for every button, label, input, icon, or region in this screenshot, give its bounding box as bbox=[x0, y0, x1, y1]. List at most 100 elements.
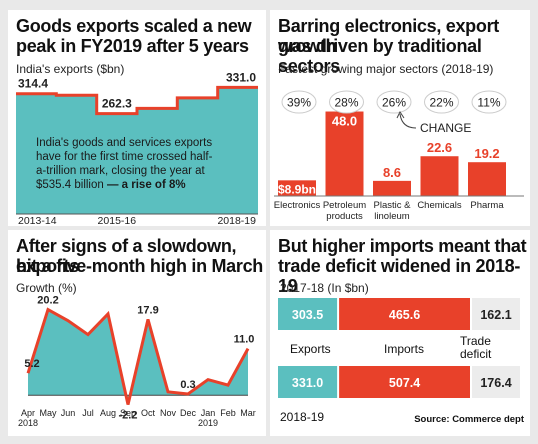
deficit-label-deficit: deficit bbox=[460, 347, 492, 361]
exports-tick-2015-16: 2015-16 bbox=[98, 215, 137, 226]
growth-tick-Aug: Aug bbox=[100, 408, 116, 418]
deficit-exports-bar-0 bbox=[278, 298, 338, 330]
sector-category-2-0: Plastic & bbox=[374, 200, 412, 211]
exports-subtitle: India's exports ($bn) bbox=[16, 62, 125, 76]
deficit-title-line1: But higher imports meant that bbox=[278, 236, 527, 256]
sector-change-1: 28% bbox=[334, 96, 358, 110]
sector-value-1: 48.0 bbox=[332, 114, 357, 129]
deficit-gap-bar-1 bbox=[472, 366, 520, 398]
exports-label-2018-19: 331.0 bbox=[226, 70, 256, 84]
growth-tick-Dec: Dec bbox=[180, 408, 197, 418]
deficit-label-imports: Imports bbox=[384, 342, 425, 356]
change-arrowhead bbox=[396, 111, 405, 119]
exports-label-2013-14: 314.4 bbox=[18, 77, 48, 91]
exports-tick-2018-19: 2018-19 bbox=[217, 215, 256, 226]
sector-category-1-0: Petroleum bbox=[323, 200, 366, 211]
sector-value-3: 22.6 bbox=[427, 140, 452, 155]
growth-tick-Nov: Nov bbox=[160, 408, 177, 418]
sectors-title-line1: Barring electronics, export growth bbox=[278, 16, 499, 56]
sector-bar-3 bbox=[420, 156, 459, 196]
growth-label-May: 20.2 bbox=[37, 295, 58, 307]
growth-tick-Jul: Jul bbox=[82, 408, 94, 418]
sector-change-bubble-2 bbox=[376, 90, 412, 114]
deficit-gap-value-1: 176.4 bbox=[480, 376, 511, 390]
sector-category-2-1: linoleum bbox=[374, 211, 409, 222]
change-label: CHANGE bbox=[420, 121, 471, 135]
growth-title-line1: After signs of a slowdown, exports bbox=[16, 236, 237, 276]
deficit-subtitle: 2017-18 (In $bn) bbox=[280, 281, 369, 295]
sector-category-4-0: Pharma bbox=[470, 200, 504, 211]
sector-bar-4 bbox=[468, 162, 506, 196]
deficit-label-exports: Exports bbox=[290, 342, 331, 356]
deficit-imports-bar-0 bbox=[339, 298, 470, 330]
sector-bar-2 bbox=[373, 180, 411, 196]
growth-label-Dec: 0.3 bbox=[180, 379, 195, 391]
growth-tick-May: May bbox=[39, 408, 57, 418]
exports-title-line1: Goods exports scaled a new bbox=[16, 16, 252, 36]
exports-annotation: India's goods and services exports have … bbox=[36, 136, 256, 192]
growth-tick-Oct: Oct bbox=[141, 408, 156, 418]
deficit-bottom-year: 2018-19 bbox=[280, 410, 325, 424]
sector-value-0: $8.9bn bbox=[278, 182, 316, 196]
annotation-rise: — a rise of 8% bbox=[103, 179, 186, 191]
deficit-exports-value-0: 303.5 bbox=[292, 308, 323, 322]
growth-label-Oct: 17.9 bbox=[137, 304, 158, 316]
sector-category-3-0: Chemicals bbox=[417, 200, 462, 211]
sectors-title-line2: was driven by traditional sectors bbox=[278, 36, 482, 76]
sector-category-0-0: Electronics bbox=[274, 200, 321, 211]
exports-title-line2: peak in FY2019 after 5 years bbox=[16, 36, 249, 56]
deficit-gap-value-0: 162.1 bbox=[480, 308, 511, 322]
deficit-chart: 303.5 465.6 162.1 331.0 507.4 176.4 bbox=[278, 298, 520, 398]
deficit-title-line2: trade deficit widened in 2018-19 bbox=[278, 256, 521, 296]
growth-year-Apr: 2018 bbox=[18, 418, 38, 428]
growth-year-Jan: 2019 bbox=[198, 418, 218, 428]
growth-tick-Mar: Mar bbox=[240, 408, 256, 418]
sector-change-bubble-0 bbox=[281, 90, 317, 114]
growth-label-Sep: -2.2 bbox=[119, 410, 138, 422]
sectors-chart: $8.9bn 39% Electronics 48.0 28% Petroleumprod… bbox=[274, 90, 524, 222]
deficit-gap-bar-0 bbox=[472, 298, 520, 330]
sector-category-1-1: products bbox=[326, 211, 363, 222]
growth-tick-Jan: Jan bbox=[201, 408, 216, 418]
exports-tick-2013-14: 2013-14 bbox=[18, 215, 57, 226]
sector-change-4: 11% bbox=[477, 96, 500, 110]
sector-change-bubble-3 bbox=[424, 90, 459, 114]
sector-change-bubble-1 bbox=[329, 90, 364, 114]
sectors-subtitle: Fastest growing major sectors (2018-19) bbox=[278, 62, 494, 76]
sector-change-0: 39% bbox=[287, 96, 311, 110]
deficit-exports-bar-1 bbox=[278, 366, 338, 398]
growth-tick-Sep: Sep bbox=[120, 408, 136, 418]
panel-exports: Goods exports scaled a new peak in FY201… bbox=[8, 10, 266, 226]
exports-area bbox=[16, 87, 258, 214]
annotation-line1: India's goods and services exports bbox=[36, 137, 213, 149]
growth-subtitle: Growth (%) bbox=[16, 281, 77, 295]
annotation-total: $535.4 billion bbox=[36, 179, 104, 191]
annotation-line3: a-trillion mark, closing the year at bbox=[36, 165, 205, 177]
sector-bar-1 bbox=[325, 111, 364, 196]
deficit-imports-value-0: 465.6 bbox=[389, 308, 420, 322]
growth-tick-Feb: Feb bbox=[220, 408, 236, 418]
sector-change-3: 22% bbox=[429, 96, 453, 110]
sector-change-bubble-4 bbox=[471, 90, 507, 114]
deficit-imports-value-1: 507.4 bbox=[389, 376, 420, 390]
exports-line bbox=[16, 85, 258, 116]
annotation-line2: have for the first time crossed half- bbox=[36, 151, 213, 163]
panel-deficit: But higher imports meant that trade defi… bbox=[270, 230, 530, 436]
sector-value-4: 19.2 bbox=[474, 146, 499, 161]
exports-label-2015-16: 262.3 bbox=[102, 97, 132, 111]
panel-growth: After signs of a slowdown, exports hit a… bbox=[8, 230, 266, 436]
sector-change-2: 26% bbox=[382, 96, 406, 110]
deficit-imports-bar-1 bbox=[339, 366, 470, 398]
deficit-label-trade: Trade bbox=[460, 334, 491, 348]
deficit-exports-value-1: 331.0 bbox=[292, 376, 323, 390]
sector-bar-0 bbox=[278, 180, 316, 196]
growth-tick-Jun: Jun bbox=[61, 408, 76, 418]
panel-sectors: Barring electronics, export growth was d… bbox=[270, 10, 530, 226]
growth-line bbox=[26, 307, 250, 405]
source-note: Source: Commerce dept bbox=[414, 414, 524, 425]
sector-value-2: 8.6 bbox=[383, 165, 401, 180]
exports-chart: 314.4 262.3 331.0 2013-14 2015-16 2018-19 bbox=[16, 70, 258, 226]
growth-tick-Apr: Apr bbox=[21, 408, 35, 418]
